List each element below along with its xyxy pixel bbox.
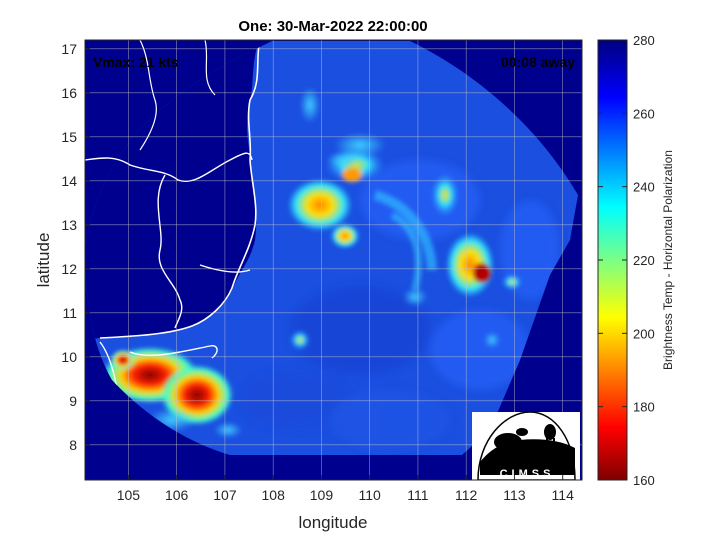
y-tick-label: 9 xyxy=(69,393,77,409)
cimss-logo: CIMSS xyxy=(472,411,580,480)
x-tick-label: 105 xyxy=(117,487,141,503)
x-axis-label: longitude xyxy=(298,513,367,532)
y-tick-label: 17 xyxy=(61,41,77,57)
x-tick-label: 112 xyxy=(455,487,478,503)
x-tick-label: 107 xyxy=(213,487,237,503)
y-tick-label: 12 xyxy=(61,261,77,277)
colorbar-ticks: 160 180 200 220 240 260 280 xyxy=(598,33,655,488)
time-away-label: 00:08 away xyxy=(501,54,575,70)
rain-bands xyxy=(102,87,522,438)
colorbar-tick-label: 180 xyxy=(633,400,655,415)
x-tick-label: 114 xyxy=(552,487,575,503)
chart-title: One: 30-Mar-2022 22:00:00 xyxy=(238,18,427,35)
x-tick-label: 109 xyxy=(310,487,334,503)
y-tick-label: 16 xyxy=(61,85,77,101)
colorbar-tick-label: 220 xyxy=(633,253,655,268)
y-tick-label: 15 xyxy=(61,129,77,145)
colorbar-tick-label: 160 xyxy=(633,473,655,488)
y-tick-label: 8 xyxy=(69,437,77,453)
colorbar-tick-label: 240 xyxy=(633,180,655,195)
colorbar-tick-label: 200 xyxy=(633,326,655,341)
y-axis: 8 9 10 11 12 13 14 15 16 17 xyxy=(61,41,90,453)
x-axis: 105 106 107 108 109 110 111 112 113 114 xyxy=(117,475,574,503)
colorbar-label: Brightness Temp - Horizontal Polarizatio… xyxy=(661,150,675,370)
plot-area: CIMSS xyxy=(85,40,582,480)
y-tick-label: 10 xyxy=(61,349,77,365)
y-tick-label: 14 xyxy=(61,173,77,189)
y-tick-label: 13 xyxy=(61,217,77,233)
y-tick-label: 11 xyxy=(62,305,77,321)
vmax-label: Vmax: 21 kts xyxy=(93,54,179,70)
colorbar-tick-label: 260 xyxy=(633,106,655,121)
logo-text: CIMSS xyxy=(500,468,555,480)
x-tick-label: 111 xyxy=(407,487,428,503)
colorbar: 160 180 200 220 240 260 280 Brightness Temp - … xyxy=(597,33,675,488)
x-tick-label: 113 xyxy=(503,487,526,503)
northern-borders xyxy=(139,40,216,151)
x-tick-label: 108 xyxy=(262,487,286,503)
x-tick-label: 110 xyxy=(359,487,382,503)
axes-frame xyxy=(84,39,583,481)
y-axis-label: latitude xyxy=(34,233,53,288)
colorbar-tick-label: 280 xyxy=(633,33,655,48)
x-tick-label: 106 xyxy=(165,487,189,503)
